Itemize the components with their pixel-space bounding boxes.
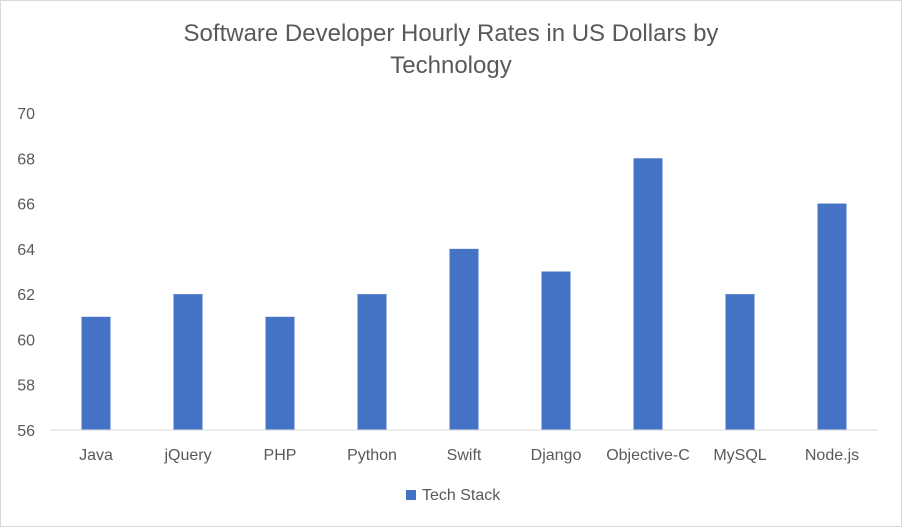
legend-swatch	[406, 490, 416, 500]
bar-django	[541, 271, 571, 430]
bar-mysql	[725, 294, 755, 430]
legend-label: Tech Stack	[422, 487, 501, 504]
y-tick-label: 62	[17, 287, 35, 304]
chart-title-line-1: Software Developer Hourly Rates in US Do…	[183, 20, 719, 47]
x-category-label: jQuery	[163, 447, 211, 464]
x-category-label: Swift	[447, 447, 482, 464]
chart-title-line-2: Technology	[390, 52, 512, 79]
bar-swift	[449, 248, 479, 430]
chart-title: Software Developer Hourly Rates in US Do…	[0, 18, 902, 82]
bar-node-js	[817, 203, 847, 430]
bar-jquery	[173, 294, 203, 430]
y-tick-label: 68	[17, 151, 35, 168]
x-axis-category-labels: Java jQuery PHP Python Swift Django Objective-…	[79, 447, 859, 464]
y-axis-tick-labels: 56 58 60 62 64 66 68 70	[17, 106, 35, 440]
x-category-label: Python	[347, 447, 397, 464]
x-category-label: PHP	[264, 447, 297, 464]
y-tick-label: 60	[17, 332, 35, 349]
bar-php	[265, 316, 295, 430]
bars	[81, 158, 847, 431]
x-category-label: MySQL	[713, 447, 766, 464]
y-tick-label: 70	[17, 106, 35, 123]
bar-python	[357, 294, 387, 430]
y-tick-label: 66	[17, 197, 35, 214]
x-category-label: Java	[79, 447, 113, 464]
y-tick-label: 64	[17, 242, 35, 259]
x-category-label: Node.js	[805, 447, 859, 464]
x-category-label: Objective-C	[606, 447, 690, 464]
x-category-label: Django	[531, 447, 582, 464]
legend: Tech Stack	[406, 487, 501, 504]
y-tick-label: 56	[17, 423, 35, 440]
bar-objective-c	[633, 158, 663, 431]
y-tick-label: 58	[17, 378, 35, 395]
bar-java	[81, 316, 111, 430]
